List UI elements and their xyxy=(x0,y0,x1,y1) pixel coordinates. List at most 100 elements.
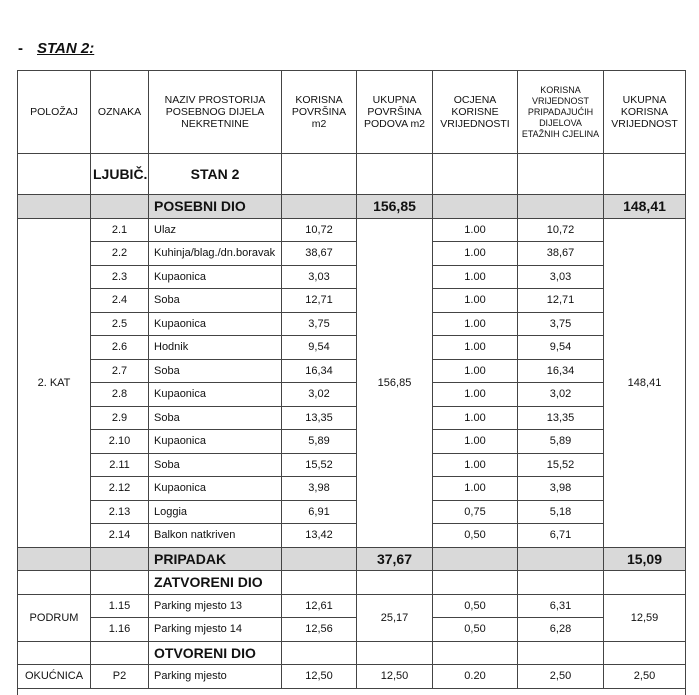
table-cell: 10,72 xyxy=(517,217,604,242)
table-cell: Parking mjesto xyxy=(148,664,282,689)
next-row xyxy=(17,687,686,695)
table-row: 2.9 Soba 13,35 1.00 13,35 xyxy=(18,405,686,430)
table-cell: Soba xyxy=(148,288,282,313)
table-cell: 2.3 xyxy=(90,264,149,289)
table-cell: 13,42 xyxy=(281,523,357,548)
table-cell: 2,50 xyxy=(517,664,604,689)
table-cell: 1.00 xyxy=(432,429,518,454)
table-cell: 2.10 xyxy=(90,429,149,454)
table-cell xyxy=(432,570,518,595)
table-cell: 12,71 xyxy=(281,288,357,313)
table-cell: 6,28 xyxy=(517,617,604,642)
table-cell: 156,85 xyxy=(356,217,433,548)
table-cell: Hodnik xyxy=(148,335,282,360)
table-cell: 0,50 xyxy=(432,593,518,618)
table-cell xyxy=(517,570,604,595)
table-row: 2.4 Soba 12,71 1.00 12,71 xyxy=(18,288,686,313)
table-cell: Kupaonica xyxy=(148,476,282,501)
table-row: 2.6 Hodnik 9,54 1.00 9,54 xyxy=(18,335,686,360)
table-cell: 1.00 xyxy=(432,241,518,266)
table-cell: 1.00 xyxy=(432,452,518,477)
table-cell: 9,54 xyxy=(517,335,604,360)
table-cell xyxy=(432,546,518,571)
table-cell: 1.15 xyxy=(90,593,149,618)
table-cell: 9,54 xyxy=(281,335,357,360)
table-cell: Kupaonica xyxy=(148,429,282,454)
okucnica-row: OKUĆNICA P2 Parking mjesto 12,50 12,50 0.20 2,… xyxy=(17,664,686,689)
table-cell xyxy=(90,546,149,571)
table-cell: 3,02 xyxy=(281,382,357,407)
table-cell xyxy=(356,570,433,595)
table-row: 2.11 Soba 15,52 1.00 15,52 xyxy=(18,452,686,477)
table-cell: 2.6 xyxy=(90,335,149,360)
table-cell: 3,98 xyxy=(281,476,357,501)
table-row: 2.13 Loggia 6,91 0,75 5,18 xyxy=(18,499,686,524)
table-cell xyxy=(356,640,433,665)
table-cell: 16,34 xyxy=(281,358,357,383)
table-row: 2.7 Soba 16,34 1.00 16,34 xyxy=(18,358,686,383)
table-cell xyxy=(281,570,357,595)
table-cell: 2.12 xyxy=(90,476,149,501)
table-row: 2.14 Balkon natkriven 13,42 0,50 6,71 xyxy=(18,523,686,548)
table-cell: 1.00 xyxy=(432,335,518,360)
table-cell: 6,91 xyxy=(281,499,357,524)
table-cell: 37,67 xyxy=(356,546,433,571)
otvoreni-dio-row: OTVORENI DIO xyxy=(17,640,686,665)
table-cell: Kuhinja/blag./dn.boravak xyxy=(148,241,282,266)
table-cell: 2.11 xyxy=(90,452,149,477)
table-cell: Parking mjesto 13 xyxy=(148,593,282,618)
table-cell: 12,50 xyxy=(356,664,433,689)
table-cell xyxy=(603,640,686,665)
table-cell: 2.9 xyxy=(90,405,149,430)
header-cell: OCJENA KORISNE VRIJEDNOSTI xyxy=(432,70,518,154)
table-cell xyxy=(17,546,91,571)
table-cell: 1.00 xyxy=(432,288,518,313)
apartment-table: POLOŽAJ OZNAKA NAZIV PROSTORIJA POSEBNOG… xyxy=(17,70,686,695)
table-cell: 3,75 xyxy=(517,311,604,336)
table-cell xyxy=(432,640,518,665)
table-cell: PRIPADAK xyxy=(148,546,282,571)
header-cell: KORISNA POVRŠINA m2 xyxy=(281,70,357,154)
table-cell: 12,56 xyxy=(281,617,357,642)
table-cell: Soba xyxy=(148,358,282,383)
table-cell: 1.00 xyxy=(432,358,518,383)
table-row: PODRUM 1.15 Parking mjesto 13 12,61 25,17 0,5… xyxy=(17,593,686,642)
table-cell: 2.5 xyxy=(90,311,149,336)
table-cell: 1.00 xyxy=(432,405,518,430)
table-cell: Kupaonica xyxy=(148,264,282,289)
table-cell: 1.00 xyxy=(432,217,518,242)
header-cell: UKUPNA KORISNA VRIJEDNOST xyxy=(603,70,686,154)
table-cell: 38,67 xyxy=(517,241,604,266)
table-cell: 0,75 xyxy=(432,499,518,524)
table-row: 2.8 Kupaonica 3,02 1.00 3,02 xyxy=(18,382,686,407)
header-cell: UKUPNA POVRŠINA PODOVA m2 xyxy=(356,70,433,154)
table-cell: 2.14 xyxy=(90,523,149,548)
table-cell: 12,61 xyxy=(281,593,357,618)
table-cell: OTVORENI DIO xyxy=(148,640,282,665)
pripadak-row: PRIPADAK 37,67 15,09 xyxy=(17,546,686,571)
table-cell: PODRUM xyxy=(17,593,91,642)
table-cell: 2.4 xyxy=(90,288,149,313)
table-cell: 1.00 xyxy=(432,311,518,336)
table-cell: 13,35 xyxy=(517,405,604,430)
table-cell xyxy=(281,640,357,665)
table-row: 2. KAT 2.1 Ulaz 10,72 156,85 1.00 10,72 148,41 xyxy=(17,217,686,548)
table-cell: 1.00 xyxy=(432,382,518,407)
zatvoreni-dio-row: ZATVORENI DIO xyxy=(17,570,686,595)
table-row: 2.3 Kupaonica 3,03 1.00 3,03 xyxy=(18,264,686,289)
table-cell: Soba xyxy=(148,405,282,430)
table-cell: 0,50 xyxy=(432,523,518,548)
table-cell: 2.2 xyxy=(90,241,149,266)
table-row: 2.12 Kupaonica 3,98 1.00 3,98 xyxy=(18,476,686,501)
table-cell: 5,89 xyxy=(281,429,357,454)
header-cell: NAZIV PROSTORIJA POSEBNOG DIJELA NEKRETN… xyxy=(148,70,282,154)
header-row: POLOŽAJ OZNAKA NAZIV PROSTORIJA POSEBNOG… xyxy=(17,70,686,154)
table-cell: 3,98 xyxy=(517,476,604,501)
table-cell: P2 xyxy=(90,664,149,689)
table-row: 1.16 Parking mjesto 14 12,56 0,50 6,28 xyxy=(18,617,686,642)
section-title: - STAN 2: xyxy=(18,40,95,57)
table-cell: 13,35 xyxy=(281,405,357,430)
table-row: 2.10 Kupaonica 5,89 1.00 5,89 xyxy=(18,429,686,454)
table-cell: Balkon natkriven xyxy=(148,523,282,548)
table-cell: 0,50 xyxy=(432,617,518,642)
